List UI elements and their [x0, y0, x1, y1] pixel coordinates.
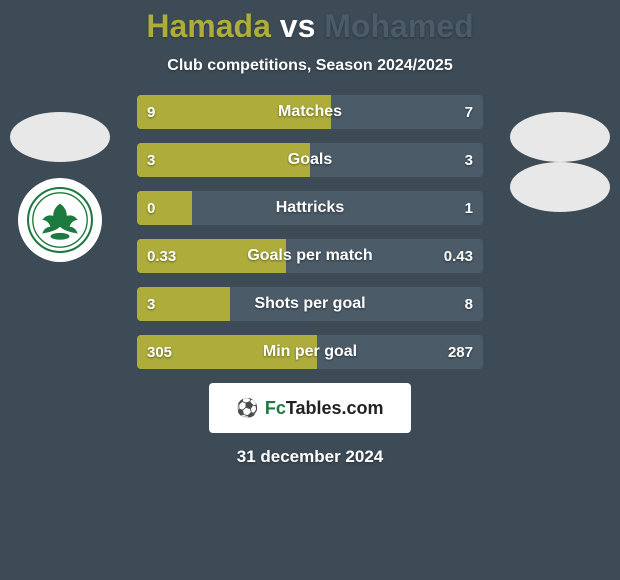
- logo-text: FcTables.com: [265, 398, 384, 419]
- date-label: 31 december 2024: [0, 447, 620, 467]
- fctables-logo: ⚽ FcTables.com: [209, 383, 411, 433]
- stat-row: 0.330.43Goals per match: [137, 239, 483, 273]
- eagle-icon: [26, 186, 94, 254]
- stat-value-player1: 3: [137, 143, 165, 177]
- subtitle: Club competitions, Season 2024/2025: [0, 57, 620, 75]
- stat-value-player1: 0.33: [137, 239, 186, 273]
- stat-row: 33Goals: [137, 143, 483, 177]
- stat-row: 97Matches: [137, 95, 483, 129]
- stat-row: 305287Min per goal: [137, 335, 483, 369]
- stat-value-player2: 0.43: [434, 239, 483, 273]
- page-title: Hamada vs Mohamed: [0, 8, 620, 45]
- player2-name: Mohamed: [324, 8, 473, 44]
- stat-row: 38Shots per goal: [137, 287, 483, 321]
- stat-value-player1: 3: [137, 287, 165, 321]
- comparison-card: Hamada vs Mohamed Club competitions, Sea…: [0, 0, 620, 580]
- stat-fill-player2: [192, 191, 483, 225]
- stat-value-player1: 9: [137, 95, 165, 129]
- player2-club-badge: [510, 162, 610, 212]
- player1-name: Hamada: [146, 8, 271, 44]
- stat-fill-player1: [137, 95, 331, 129]
- stat-value-player1: 0: [137, 191, 165, 225]
- stat-value-player1: 305: [137, 335, 182, 369]
- vs-label: vs: [280, 8, 316, 44]
- player1-club-badge: [18, 178, 102, 262]
- stats-block: 97Matches33Goals01Hattricks0.330.43Goals…: [137, 95, 483, 369]
- stat-value-player2: 287: [438, 335, 483, 369]
- stat-fill-player2: [230, 287, 483, 321]
- stat-value-player2: 7: [455, 95, 483, 129]
- stat-value-player2: 8: [455, 287, 483, 321]
- player1-avatar: [10, 112, 110, 162]
- player2-avatar: [510, 112, 610, 162]
- stat-value-player2: 3: [455, 143, 483, 177]
- stat-value-player2: 1: [455, 191, 483, 225]
- stat-row: 01Hattricks: [137, 191, 483, 225]
- soccer-ball-icon: ⚽: [236, 398, 258, 419]
